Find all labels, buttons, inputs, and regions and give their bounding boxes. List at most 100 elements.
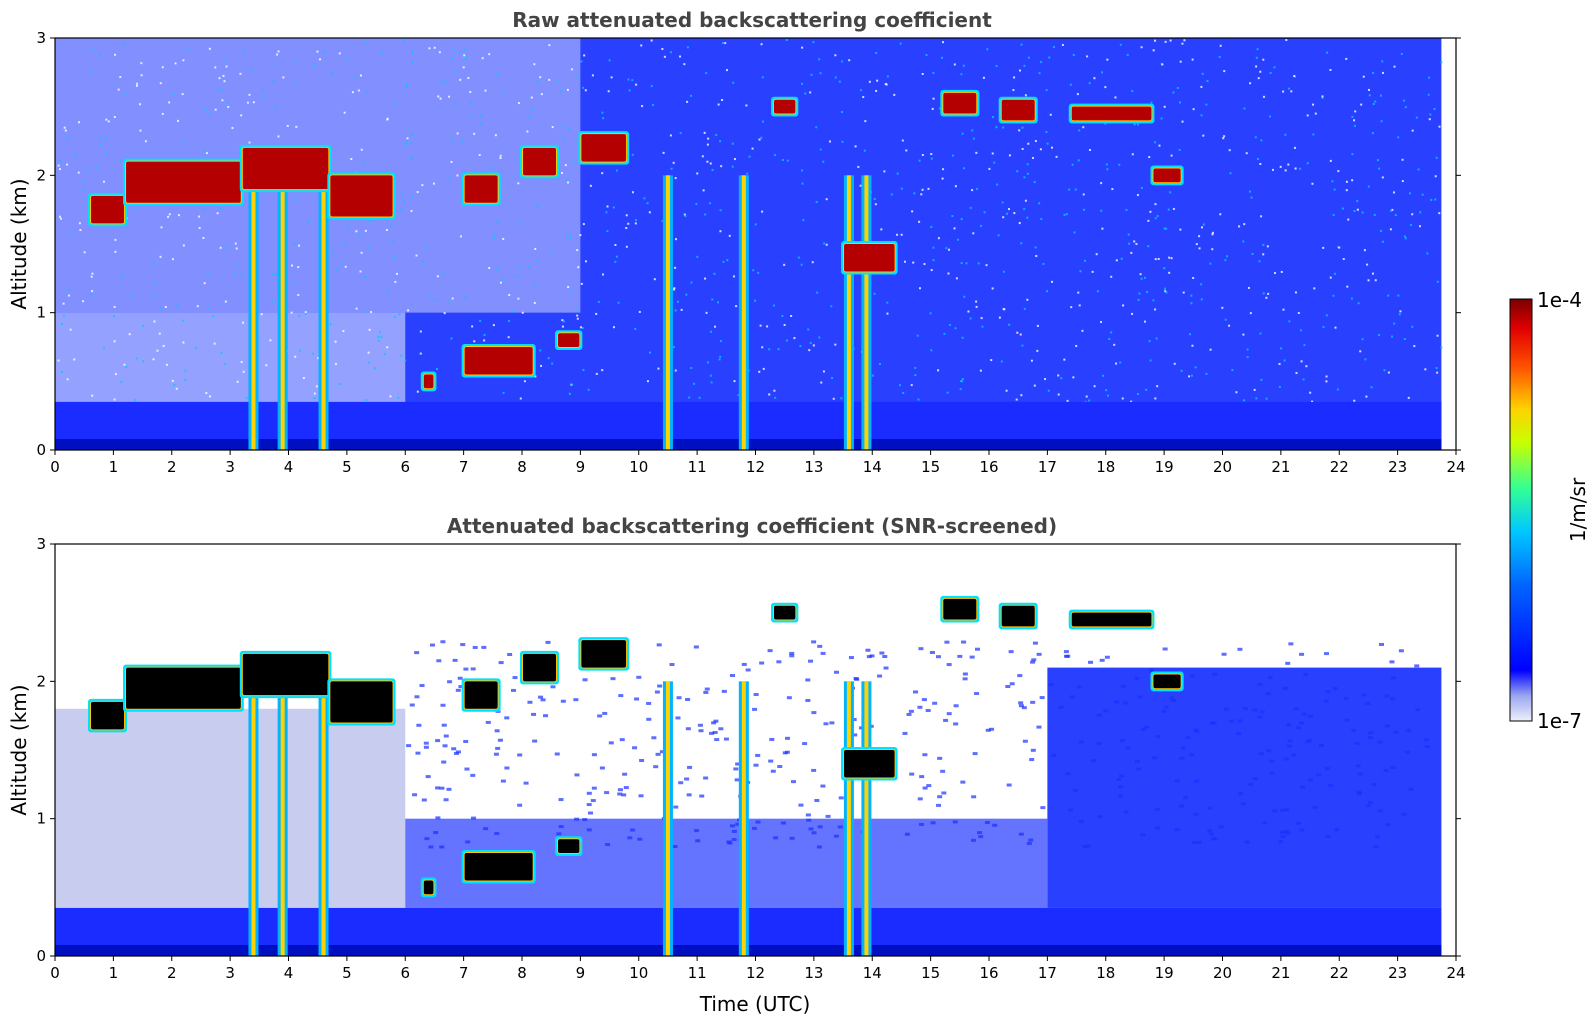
x-tick-label: 7 bbox=[459, 964, 469, 982]
noise-speckle bbox=[760, 136, 763, 139]
noise-speckle bbox=[857, 165, 860, 168]
noise-speckle bbox=[588, 811, 594, 815]
noise-speckle bbox=[1113, 343, 1116, 346]
x-tick-label: 13 bbox=[804, 458, 823, 476]
noise-speckle bbox=[1361, 338, 1364, 341]
noise-speckle bbox=[721, 99, 724, 102]
noise-speckle bbox=[992, 823, 998, 827]
noise-speckle bbox=[865, 648, 871, 652]
noise-speckle bbox=[929, 650, 935, 654]
noise-speckle bbox=[1245, 152, 1248, 155]
noise-speckle bbox=[762, 367, 765, 370]
noise-speckle bbox=[519, 265, 522, 268]
noise-speckle bbox=[450, 337, 453, 340]
noise-speckle bbox=[152, 294, 155, 297]
noise-speckle bbox=[534, 284, 537, 287]
noise-speckle bbox=[395, 272, 398, 275]
noise-speckle bbox=[416, 723, 422, 727]
noise-speckle bbox=[265, 364, 268, 367]
noise-speckle bbox=[536, 80, 539, 83]
noise-speckle bbox=[1156, 385, 1159, 388]
noise-speckle bbox=[690, 94, 693, 97]
noise-speckle bbox=[159, 82, 162, 85]
noise-speckle bbox=[463, 48, 466, 51]
noise-speckle bbox=[684, 215, 687, 218]
noise-speckle bbox=[313, 396, 316, 399]
noise-speckle bbox=[961, 336, 964, 339]
noise-speckle bbox=[443, 798, 449, 802]
noise-speckle bbox=[780, 821, 786, 825]
noise-speckle bbox=[416, 390, 419, 393]
noise-speckle bbox=[1368, 94, 1371, 97]
noise-speckle bbox=[703, 131, 706, 134]
noise-speckle bbox=[900, 187, 903, 190]
noise-speckle bbox=[1424, 745, 1430, 749]
noise-speckle bbox=[1057, 393, 1060, 396]
noise-speckle bbox=[909, 772, 915, 776]
noise-speckle bbox=[1006, 783, 1012, 787]
noise-speckle bbox=[1042, 262, 1045, 265]
noise-speckle bbox=[1154, 217, 1157, 220]
noise-speckle bbox=[1030, 700, 1036, 704]
noise-speckle bbox=[811, 261, 814, 264]
noise-speckle bbox=[1140, 186, 1143, 189]
noise-speckle bbox=[1030, 660, 1036, 664]
noise-speckle bbox=[628, 89, 631, 92]
cloud-layer bbox=[423, 880, 434, 895]
noise-speckle bbox=[715, 133, 718, 136]
cloud-layer bbox=[126, 667, 241, 709]
noise-speckle bbox=[527, 700, 533, 704]
noise-speckle bbox=[331, 72, 334, 75]
noise-speckle bbox=[768, 759, 774, 763]
noise-speckle bbox=[1134, 759, 1140, 763]
noise-speckle bbox=[837, 825, 843, 829]
noise-speckle bbox=[926, 784, 932, 788]
noise-speckle bbox=[960, 262, 963, 265]
noise-speckle bbox=[1026, 172, 1029, 175]
noise-speckle bbox=[439, 97, 442, 100]
noise-speckle bbox=[733, 380, 736, 383]
noise-speckle bbox=[571, 383, 574, 386]
noise-speckle bbox=[1176, 87, 1179, 90]
noise-speckle bbox=[615, 255, 618, 258]
noise-speckle bbox=[752, 269, 755, 272]
noise-speckle bbox=[1162, 647, 1168, 651]
noise-speckle bbox=[646, 380, 649, 383]
colorbar-min-label: 1e-7 bbox=[1537, 709, 1582, 733]
noise-speckle bbox=[1191, 841, 1197, 845]
noise-speckle bbox=[1005, 684, 1011, 688]
noise-speckle bbox=[1201, 72, 1204, 75]
noise-speckle bbox=[1260, 139, 1263, 142]
noise-speckle bbox=[761, 76, 764, 79]
noise-speckle bbox=[1371, 782, 1377, 786]
noise-speckle bbox=[1018, 704, 1024, 708]
noise-speckle bbox=[669, 663, 675, 667]
noise-speckle bbox=[602, 711, 608, 715]
noise-speckle bbox=[1045, 89, 1048, 92]
noise-speckle bbox=[1262, 253, 1265, 256]
noise-speckle bbox=[240, 360, 243, 363]
noise-speckle bbox=[683, 63, 686, 66]
x-tick-label: 20 bbox=[1213, 964, 1232, 982]
noise-speckle bbox=[250, 68, 253, 71]
noise-speckle bbox=[580, 282, 583, 285]
noise-speckle bbox=[61, 370, 64, 373]
noise-speckle bbox=[483, 333, 486, 336]
noise-speckle bbox=[1055, 155, 1058, 158]
noise-speckle bbox=[728, 234, 731, 237]
noise-speckle bbox=[1325, 835, 1331, 839]
noise-speckle bbox=[402, 39, 405, 42]
noise-speckle bbox=[1243, 399, 1246, 402]
noise-speckle bbox=[822, 370, 825, 373]
noise-speckle bbox=[1302, 378, 1305, 381]
noise-speckle bbox=[1259, 710, 1265, 714]
noise-speckle bbox=[1299, 329, 1302, 332]
noise-speckle bbox=[586, 803, 592, 807]
noise-speckle bbox=[817, 825, 823, 829]
noise-speckle bbox=[706, 361, 709, 364]
noise-speckle bbox=[995, 126, 998, 129]
noise-speckle bbox=[718, 727, 724, 731]
noise-speckle bbox=[937, 369, 940, 372]
noise-speckle bbox=[1334, 326, 1337, 329]
noise-speckle bbox=[1365, 804, 1371, 808]
